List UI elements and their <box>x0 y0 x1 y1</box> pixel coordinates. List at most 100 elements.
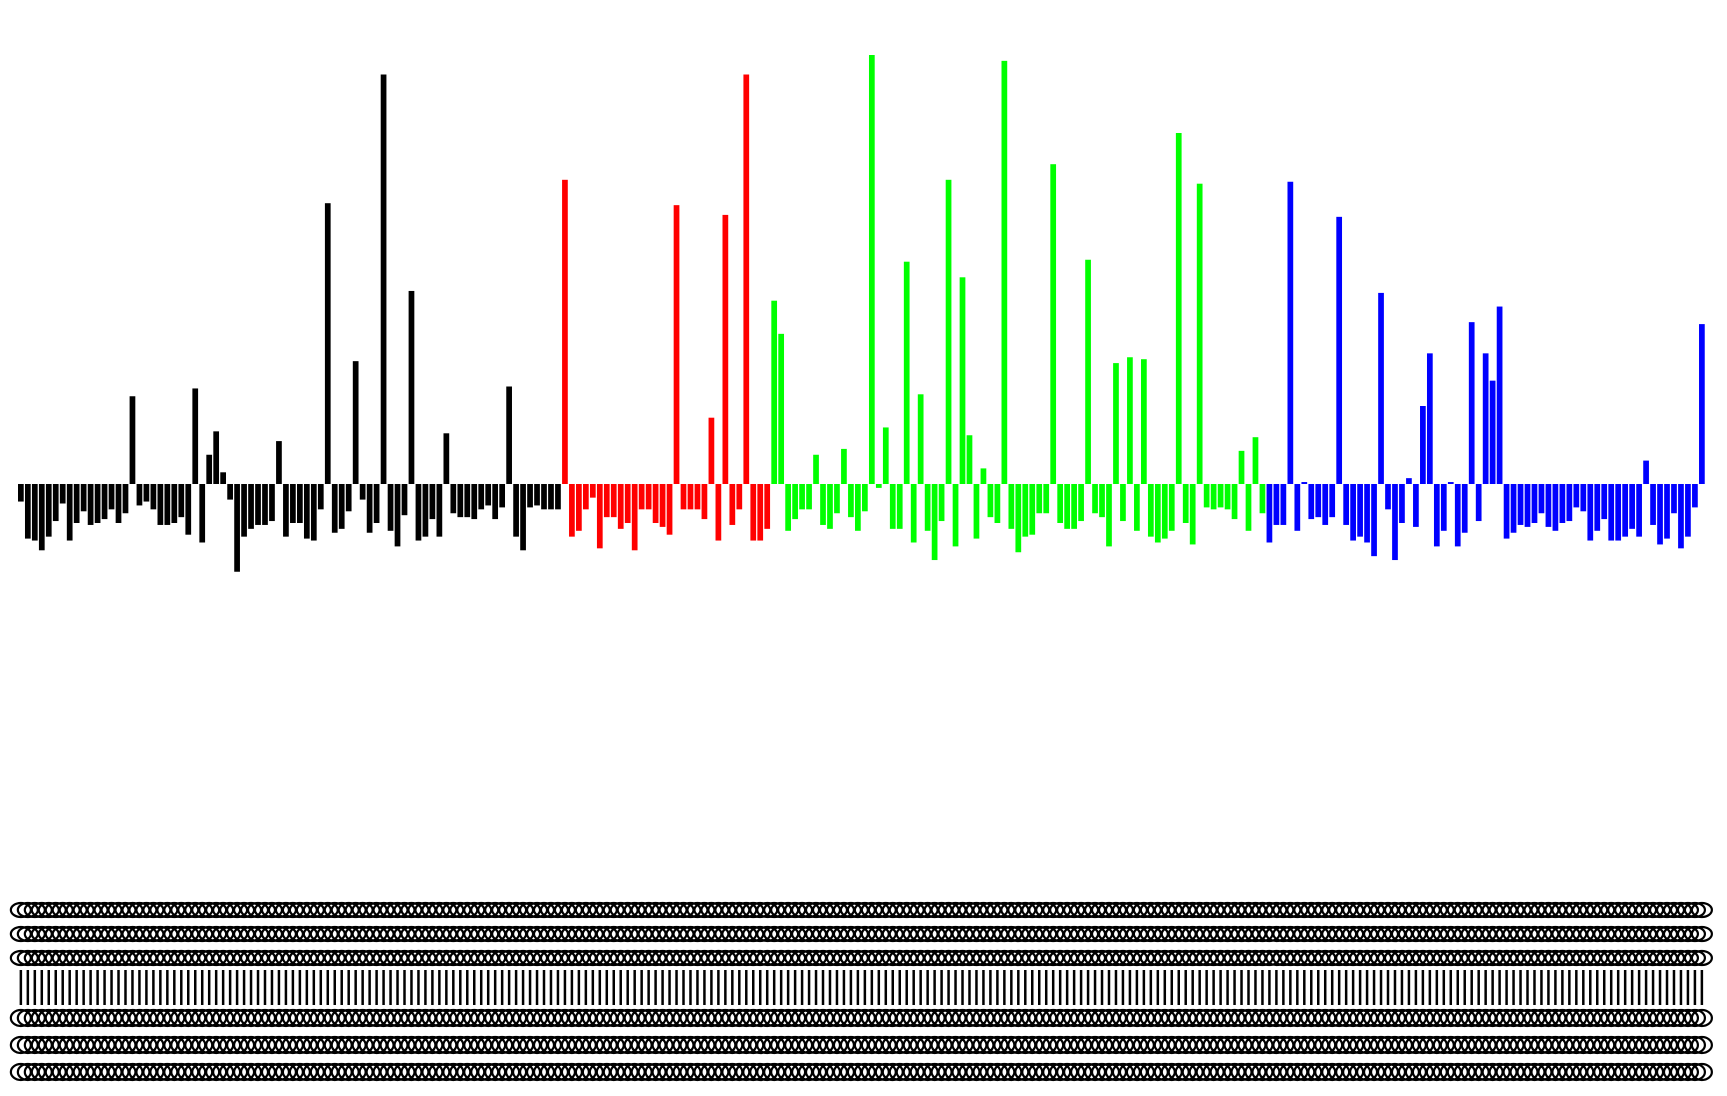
bar-0-52 <box>380 74 387 484</box>
bar-2-47 <box>1099 484 1105 518</box>
bar-2-17 <box>889 484 896 529</box>
bar-0-65 <box>471 484 478 520</box>
tick-mark-0-46 <box>330 901 353 1082</box>
tick-mark-1-16 <box>665 901 688 1082</box>
bar-1-16 <box>673 205 680 484</box>
bar-3-43 <box>1566 484 1573 522</box>
bar-3-28 <box>1461 484 1468 533</box>
bar-0-27 <box>206 454 213 484</box>
bar-2-20 <box>910 484 917 543</box>
bar-3-20 <box>1406 478 1412 484</box>
bar-0-41 <box>303 484 310 539</box>
bar-0-51 <box>373 484 380 523</box>
bar-2-69 <box>1252 437 1259 484</box>
bar-2-53 <box>1141 359 1147 484</box>
tick-mark-1-22 <box>707 901 730 1082</box>
bar-2-51 <box>1127 357 1133 484</box>
bar-2-61 <box>1196 183 1203 484</box>
bar-3-39 <box>1538 484 1545 514</box>
bar-2-24 <box>938 484 945 522</box>
bar-0-30 <box>227 484 233 500</box>
bar-3-17 <box>1385 484 1391 510</box>
bar-3-4 <box>1294 484 1301 531</box>
bar-0-61 <box>443 433 450 484</box>
bar-2-33 <box>1001 60 1008 484</box>
bar-1-7 <box>610 484 617 518</box>
bar-0-31 <box>234 484 240 572</box>
bar-0-71 <box>513 484 519 537</box>
bar-0-45 <box>331 484 338 533</box>
bar-3-62 <box>1699 324 1705 484</box>
bar-0-49 <box>359 484 366 500</box>
bar-2-26 <box>952 484 959 547</box>
bar-0-46 <box>338 484 345 529</box>
bar-0-0 <box>18 484 24 502</box>
bar-0-16 <box>129 396 136 484</box>
tick-mark-3-62 <box>1690 901 1713 1082</box>
bar-0-57 <box>415 484 422 541</box>
bar-2-3 <box>792 484 798 520</box>
bar-0-25 <box>192 388 199 484</box>
bar-0-14 <box>115 484 122 523</box>
bar-3-35 <box>1510 484 1517 533</box>
bar-3-19 <box>1399 484 1405 523</box>
bar-3-3 <box>1287 181 1294 484</box>
bar-2-54 <box>1147 484 1154 537</box>
bar-0-20 <box>157 484 164 525</box>
bar-3-5 <box>1301 482 1308 484</box>
bar-1-2 <box>576 484 582 531</box>
bar-0-9 <box>80 484 87 512</box>
bar-3-56 <box>1657 484 1663 545</box>
tick-mark-1-18 <box>679 901 702 1082</box>
bar-2-45 <box>1085 259 1091 484</box>
bar-0-3 <box>38 484 45 551</box>
bar-2-43 <box>1071 484 1077 529</box>
bar-3-9 <box>1329 484 1336 518</box>
bar-2-32 <box>994 484 1001 523</box>
tick-mark-0-60 <box>428 901 451 1082</box>
bar-3-32 <box>1489 380 1496 484</box>
bar-0-6 <box>59 484 66 504</box>
bar-2-31 <box>987 484 994 518</box>
bar-2-56 <box>1161 484 1168 539</box>
bar-2-11 <box>848 484 854 518</box>
bar-0-10 <box>87 484 94 525</box>
bar-0-59 <box>429 484 436 520</box>
bar-0-60 <box>436 484 443 537</box>
bar-0-13 <box>108 484 115 510</box>
bar-2-38 <box>1036 484 1043 514</box>
bar-0-53 <box>387 484 394 531</box>
bar-2-19 <box>903 261 910 484</box>
bar-3-42 <box>1559 484 1566 523</box>
bar-2-14 <box>868 55 875 484</box>
bar-3-37 <box>1524 484 1531 527</box>
bar-1-6 <box>603 484 610 518</box>
bar-2-6 <box>813 454 819 484</box>
bar-0-50 <box>366 484 373 533</box>
bar-0-74 <box>534 484 540 506</box>
bar-3-34 <box>1503 484 1510 539</box>
bar-2-58 <box>1175 133 1182 484</box>
bar-1-9 <box>624 484 631 523</box>
bar-0-2 <box>31 484 38 541</box>
bar-0-48 <box>352 361 359 484</box>
bar-3-24 <box>1433 484 1440 547</box>
tick-mark-0-45 <box>323 901 346 1082</box>
bar-0-70 <box>506 386 512 484</box>
bar-0-54 <box>394 484 401 547</box>
bar-0-35 <box>262 484 268 525</box>
bar-2-50 <box>1120 484 1126 522</box>
bar-0-67 <box>485 484 492 506</box>
bar-3-60 <box>1685 484 1691 537</box>
bar-0-76 <box>548 484 554 510</box>
bar-3-16 <box>1378 292 1384 484</box>
bar-2-0 <box>771 300 778 484</box>
bar-1-3 <box>582 484 589 510</box>
bar-0-36 <box>269 484 275 522</box>
bar-2-62 <box>1203 484 1210 508</box>
bar-3-14 <box>1364 484 1370 543</box>
bar-3-57 <box>1664 484 1670 539</box>
bar-0-73 <box>527 484 533 508</box>
bar-1-10 <box>631 484 638 551</box>
bar-3-61 <box>1692 484 1698 508</box>
